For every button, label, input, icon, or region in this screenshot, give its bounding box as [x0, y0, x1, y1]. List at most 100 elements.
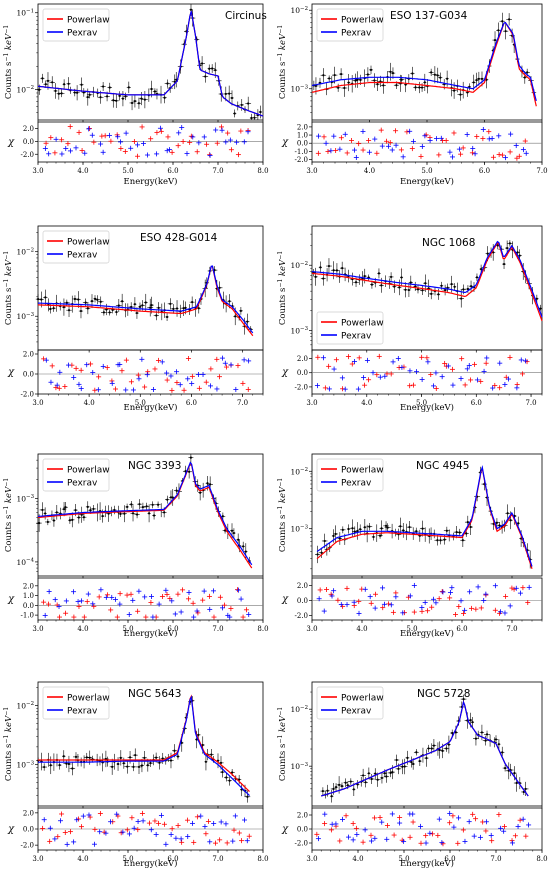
- data-point: [471, 721, 474, 724]
- data-point: [65, 762, 68, 765]
- data-point: [397, 767, 400, 770]
- data-point: [343, 86, 346, 90]
- data-point: [43, 765, 46, 769]
- x-tick-label: 5.0: [421, 167, 432, 175]
- data-point: [363, 274, 366, 278]
- spectrum-axes-frame: [37, 453, 264, 577]
- y-tick-label: 10−4: [17, 558, 35, 567]
- data-point: [453, 89, 456, 92]
- legend-label-pexrav: Pexrav: [67, 479, 98, 489]
- data-point: [140, 97, 143, 100]
- model-line-pexrav: [37, 11, 264, 117]
- data-point: [535, 297, 538, 300]
- x-tick-label: 5.0: [135, 399, 146, 407]
- data-point: [495, 521, 499, 524]
- residual-axes-frame: [311, 577, 543, 621]
- x-tick-label: 6.0: [444, 855, 455, 863]
- data-point: [340, 784, 344, 788]
- data-point: [400, 78, 403, 81]
- x-tick-label: 8.0: [257, 625, 268, 633]
- residual-y-tick-label: 0.0: [23, 826, 34, 834]
- data-point: [415, 751, 418, 754]
- legend-label-powerlaw: Powerlaw: [341, 466, 384, 476]
- data-point: [141, 304, 144, 307]
- data-point: [71, 767, 74, 770]
- data-point: [122, 762, 125, 765]
- x-tick-label: 7.0: [536, 167, 547, 175]
- data-point: [88, 756, 91, 759]
- data-point: [133, 303, 136, 306]
- data-point: [443, 538, 446, 541]
- data-point: [130, 101, 134, 105]
- model-line-powerlaw: [38, 266, 254, 337]
- data-point: [391, 72, 395, 75]
- data-point: [54, 89, 57, 93]
- x-axis-label: Energy(keV): [124, 858, 178, 869]
- data-point: [518, 254, 521, 257]
- x-tick-label: 5.0: [122, 855, 133, 863]
- data-point: [354, 79, 357, 82]
- x-tick-label: 8.0: [536, 855, 547, 863]
- data-point: [165, 315, 169, 319]
- data-point: [446, 77, 449, 80]
- data-point: [206, 482, 209, 485]
- data-point: [485, 733, 489, 736]
- chart-title: NGC 3393: [128, 460, 181, 472]
- data-point: [230, 96, 234, 100]
- data-point: [128, 756, 132, 759]
- data-point: [231, 771, 234, 774]
- data-point: [480, 267, 483, 271]
- data-point: [393, 285, 396, 288]
- data-point: [246, 795, 249, 798]
- data-point: [130, 503, 133, 506]
- residual-y-tick-label: 2.0: [297, 812, 308, 820]
- data-point: [465, 532, 468, 535]
- data-point: [189, 8, 193, 11]
- data-point: [102, 85, 105, 88]
- y-axis-label: Counts s−1 keV−1: [277, 25, 288, 99]
- residual-y-tick-label: 0.0: [297, 826, 308, 834]
- data-point: [197, 307, 200, 310]
- x-tick-label: 6.0: [456, 625, 467, 633]
- y-axis-label: Counts s−1 keV−1: [277, 251, 288, 325]
- data-point: [430, 292, 433, 295]
- data-point: [466, 287, 470, 291]
- residual-y-label: χ: [281, 824, 289, 835]
- data-point: [418, 86, 421, 89]
- x-axis-label: Energy(keV): [400, 176, 454, 187]
- data-point: [523, 76, 526, 79]
- data-point: [367, 772, 370, 775]
- data-point: [349, 780, 352, 783]
- data-point: [161, 757, 164, 760]
- residual-y-tick-label: 2.0: [23, 351, 34, 359]
- data-point: [472, 81, 475, 84]
- data-point: [374, 772, 377, 775]
- data-point: [131, 512, 135, 515]
- data-point: [116, 762, 120, 766]
- data-point: [132, 765, 135, 768]
- data-point: [191, 301, 194, 304]
- data-point: [228, 779, 231, 782]
- data-point: [169, 302, 172, 305]
- data-point: [407, 288, 411, 292]
- data-point: [439, 76, 442, 79]
- x-tick-label: 4.0: [84, 399, 95, 407]
- data-point: [494, 738, 498, 741]
- y-tick-label: 10−2: [291, 6, 309, 15]
- data-point: [67, 762, 71, 766]
- data-point: [509, 519, 512, 522]
- data-point: [395, 84, 398, 87]
- data-point: [197, 733, 200, 736]
- data-point: [172, 307, 175, 310]
- data-point: [89, 509, 92, 512]
- data-point: [225, 776, 228, 779]
- data-point: [158, 761, 161, 764]
- data-point: [332, 534, 335, 538]
- data-point: [322, 74, 325, 77]
- data-point: [176, 755, 180, 758]
